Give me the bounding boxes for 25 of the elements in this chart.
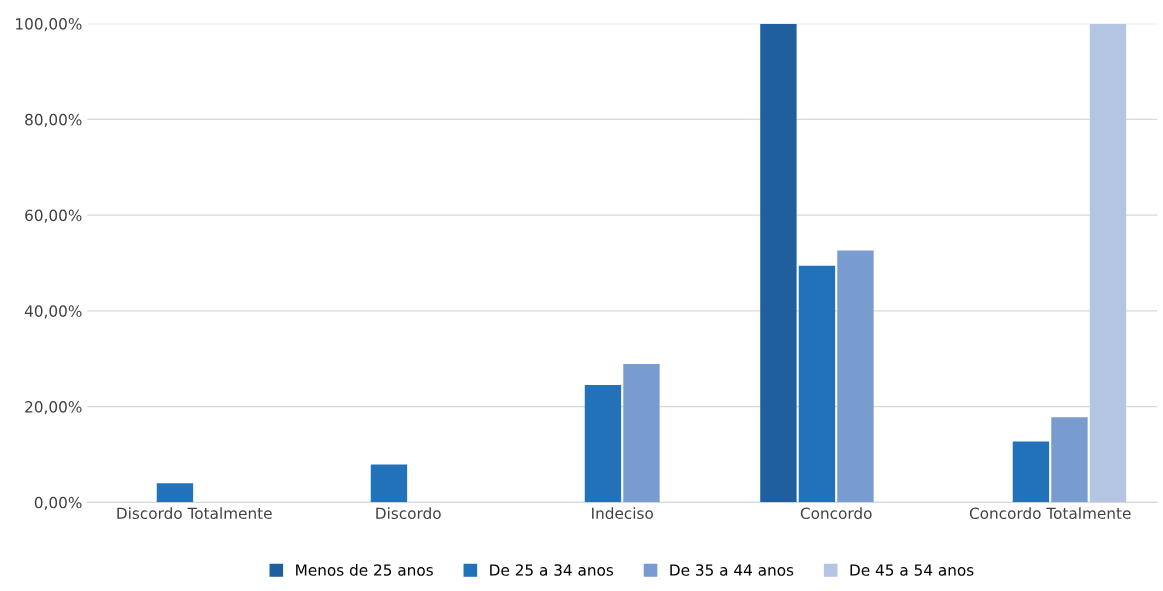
y-tick-label: 0,00% bbox=[34, 496, 82, 510]
y-tick-label: 80,00% bbox=[25, 113, 82, 127]
bar bbox=[584, 385, 622, 503]
x-tick-label: Discordo bbox=[376, 507, 441, 520]
x-tick-label: Discordo Totalmente bbox=[117, 507, 272, 520]
bar bbox=[1012, 441, 1050, 503]
legend-label: Menos de 25 anos bbox=[296, 563, 433, 576]
bar bbox=[1089, 23, 1127, 503]
bar bbox=[760, 23, 797, 503]
x-tick-label: Concordo bbox=[800, 507, 872, 520]
legend-label: De 25 a 34 anos bbox=[490, 564, 614, 576]
bar bbox=[837, 250, 874, 503]
bar bbox=[370, 464, 408, 503]
y-tick-label: 40,00% bbox=[24, 305, 82, 319]
y-tick-label: 60,00% bbox=[25, 209, 82, 223]
bar bbox=[623, 364, 660, 503]
y-tick-label: 20,00% bbox=[25, 401, 82, 415]
x-tick-label: Concordo Totalmente bbox=[969, 507, 1131, 520]
bar bbox=[1051, 417, 1088, 503]
legend-label: De 45 a 54 anos bbox=[850, 564, 974, 576]
bar bbox=[156, 483, 194, 503]
x-tick-label: Indeciso bbox=[592, 507, 653, 520]
bar bbox=[798, 265, 836, 503]
legend-label: De 35 a 44 anos bbox=[670, 564, 794, 576]
y-tick-label: 100,00% bbox=[16, 18, 82, 32]
